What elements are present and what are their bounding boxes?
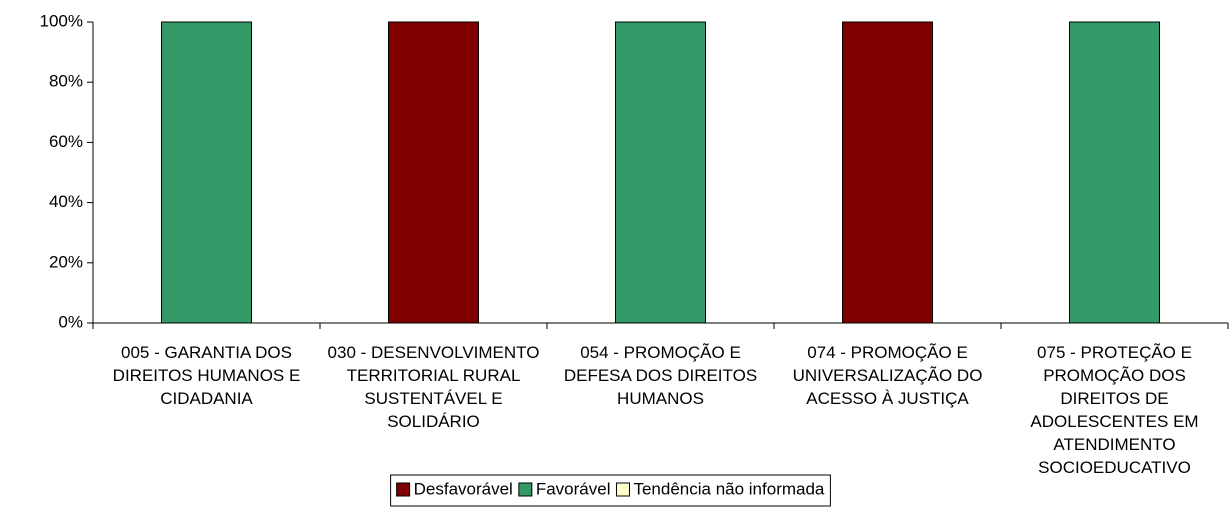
legend-swatch [518,482,533,497]
label-line: DIREITOS HUMANOS E [113,366,301,385]
label-line: 005 - GARANTIA DOS [121,343,292,362]
legend-swatch [615,482,630,497]
y-tick-label: 0% [58,312,83,331]
label-line: PROMOÇÃO DOS [1043,366,1186,385]
label-line: ADOLESCENTES EM [1030,412,1198,431]
x-tick-label: 074 - PROMOÇÃO E UNIVERSALIZAÇÃO DO ACESSO… [793,343,983,408]
legend-label: Favorável [536,479,611,498]
x-tick-label: 005 - GARANTIA DOS DIREITOS HUMANOS E CIDA… [113,343,301,408]
bar-segment [842,21,933,324]
label-line: 054 - PROMOÇÃO E [580,343,741,362]
label-line: TERRITORIAL RURAL [347,366,521,385]
bar-segment [388,21,479,324]
y-tick-label: 60% [49,132,83,151]
legend-box [390,474,831,507]
x-tick-label: 030 - DESENVOLVIMENTO TERRITORIAL RURAL SU… [328,343,540,431]
x-tick-label: 054 - PROMOÇÃO E DEFESA DOS DIREITOS HUMAN… [564,343,757,408]
x-tick-label: 075 - PROTEÇÃO E PROMOÇÃO DOS DIREITOS DE A… [1030,343,1198,477]
bar-segment [615,21,706,324]
label-line: 074 - PROMOÇÃO E [807,343,968,362]
label-line: UNIVERSALIZAÇÃO DO [793,366,983,385]
y-tick-label: 80% [49,72,83,91]
bar-segment [161,21,252,324]
legend-swatch [396,482,411,497]
label-line: DIREITOS DE [1060,389,1168,408]
legend: Desfavorável Favorável Tendência não infor… [390,474,831,507]
label-line: 075 - PROTEÇÃO E [1037,343,1192,362]
y-tick-label: 100% [40,11,83,30]
label-line: DEFESA DOS DIREITOS [564,366,757,385]
legend-label: Tendência não informada [633,479,824,498]
label-line: 030 - DESENVOLVIMENTO [328,343,540,362]
label-line: SOCIOEDUCATIVO [1038,458,1191,477]
label-line: HUMANOS [617,389,704,408]
y-tick-label: 20% [49,252,83,271]
label-line: ACESSO À JUSTIÇA [806,389,969,408]
label-line: SUSTENTÁVEL E [364,389,502,408]
bar-segment [1069,21,1160,324]
label-line: ATENDIMENTO [1053,435,1175,454]
y-tick-label: 40% [49,192,83,211]
label-line: CIDADANIA [160,389,253,408]
label-line: SOLIDÁRIO [387,412,480,431]
legend-label: Desfavorável [414,479,513,498]
